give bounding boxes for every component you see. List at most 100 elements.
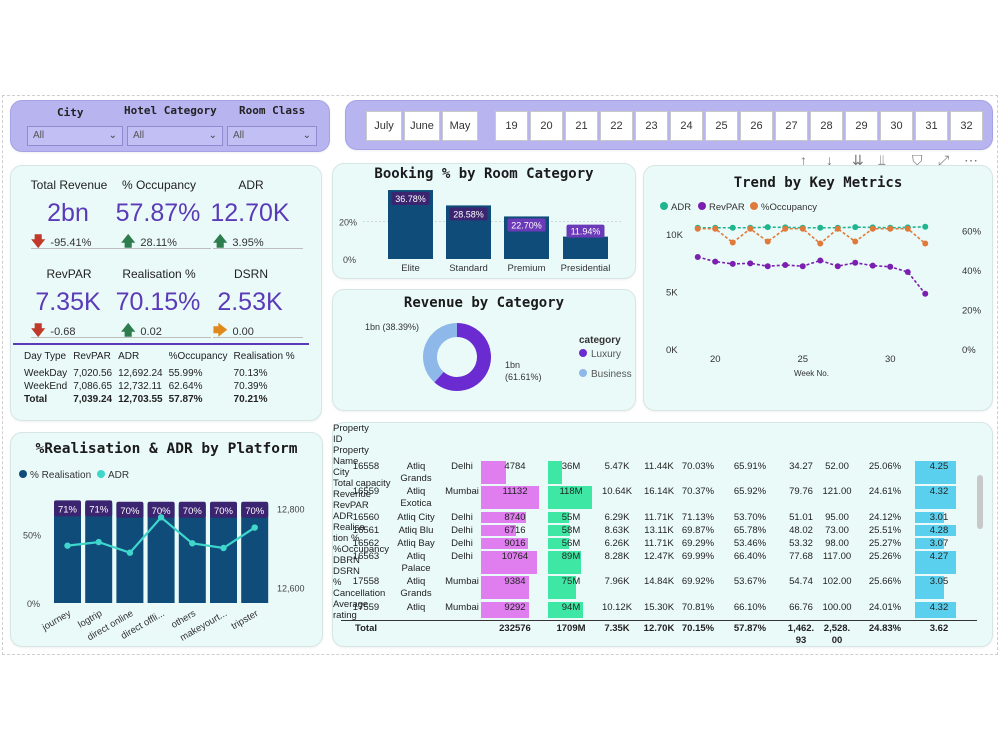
data-label: 28.58%: [453, 209, 484, 219]
week-button-19[interactable]: 19: [495, 111, 528, 141]
table-cell: 5.47K: [604, 461, 630, 472]
legend-label-luxury: Luxury: [591, 349, 621, 360]
data-point: [922, 290, 929, 297]
table-header-cell: ADR: [333, 511, 354, 522]
table-cell: 14.84K: [643, 576, 675, 587]
data-point: [729, 224, 736, 231]
y-left-tick-label: 5K: [666, 288, 678, 299]
adr-point: [251, 524, 258, 531]
week-button-29[interactable]: 29: [845, 111, 878, 141]
week-button-26[interactable]: 26: [740, 111, 773, 141]
drill-up-icon[interactable]: ↑: [800, 152, 807, 168]
y-left-tick-label: 50%: [23, 530, 41, 540]
x-tick-label: Elite: [401, 263, 419, 274]
donut-slice-luxury: [434, 323, 491, 391]
platform-chart-card: %Realisation & ADR by Platform % Realisa…: [10, 432, 323, 647]
kpi-value-occupancy: 57.87%: [115, 199, 201, 227]
data-point: [869, 262, 876, 269]
y-right-tick-label: 0%: [962, 345, 976, 356]
table-cell: 6.26K: [604, 538, 630, 549]
revenue-chart-card: Revenue by Category 1bn (38.39%) 1bn (61.6…: [332, 289, 636, 411]
week-button-28[interactable]: 28: [810, 111, 843, 141]
week-button-31[interactable]: 31: [915, 111, 948, 141]
capacity-bar: [481, 602, 529, 618]
week-button-24[interactable]: 24: [670, 111, 703, 141]
table-cell: 15.30K: [643, 602, 675, 613]
data-point: [922, 223, 929, 230]
x-tick-label: 25: [797, 354, 808, 365]
y-left-tick-label: 0K: [666, 345, 678, 356]
table-scrollbar[interactable]: [977, 475, 983, 529]
week-button-25[interactable]: 25: [705, 111, 738, 141]
week-button-27[interactable]: 27: [775, 111, 808, 141]
table-header-cell: %Occupancy: [168, 351, 228, 362]
month-button-may[interactable]: May: [442, 111, 478, 141]
city-dropdown[interactable]: All ⌄: [27, 126, 123, 146]
table-cell: 98.00: [825, 538, 849, 549]
data-label-bg: [566, 224, 605, 238]
legend-title: category: [579, 335, 621, 346]
room-class-dropdown-value: All: [233, 130, 245, 141]
arrow-up-icon: 🡅: [121, 322, 136, 338]
filter-icon[interactable]: ⛉: [912, 152, 923, 168]
hotel-category-dropdown[interactable]: All ⌄: [127, 126, 223, 146]
kpi-delta-revpar: 🡇 -0.68: [31, 320, 121, 338]
y-right-tick-label: 40%: [962, 266, 982, 277]
table-cell: 51.01: [789, 512, 813, 523]
table-cell: 11.44K: [644, 461, 674, 472]
y-right-tick-label: 12,600: [277, 583, 305, 593]
donut-label-luxury-percent: (61.61%): [505, 372, 542, 382]
property-table: Property ID Property Name City Total capacity…: [333, 423, 994, 648]
room-class-dropdown[interactable]: All ⌄: [227, 126, 317, 146]
data-point: [834, 263, 841, 270]
legend-label: % Realisation: [30, 470, 91, 481]
month-button-june[interactable]: June: [404, 111, 440, 141]
data-point: [852, 259, 859, 266]
week-button-20[interactable]: 20: [530, 111, 563, 141]
booking-chart-card: Booking % by Room Category 20% 0% 36.78% El…: [332, 163, 636, 279]
property-name-cell: Atliq Blu: [398, 525, 434, 536]
table-header-cell: City: [333, 467, 350, 478]
y-right-tick-label: 60%: [962, 227, 982, 238]
arrow-right-icon: 🡆: [213, 322, 228, 338]
table-cell: 77.68: [789, 551, 813, 562]
table-cell: 102.00: [822, 576, 852, 587]
table-cell: 4.32: [929, 602, 949, 613]
x-tick-label: Presidential: [561, 263, 611, 274]
legend-label-business: Business: [591, 369, 632, 380]
property-name-cell: Atliq City: [397, 512, 435, 523]
data-label-bg: [449, 207, 488, 221]
x-axis-label: Week No.: [794, 369, 829, 378]
chevron-down-icon: ⌄: [108, 130, 117, 141]
table-cell: 100.00: [822, 602, 852, 613]
more-options-icon[interactable]: ⋯: [964, 152, 978, 168]
data-point: [817, 224, 824, 231]
table-cell: 69.87%: [681, 525, 715, 536]
data-point: [904, 225, 911, 232]
week-button-23[interactable]: 23: [635, 111, 668, 141]
data-label-bg: [54, 500, 81, 517]
kpi-value-revpar: 7.35K: [35, 288, 101, 316]
property-name-cell: Atliq: [406, 486, 426, 497]
kpi-label-dsrn: DSRN: [233, 267, 268, 281]
table-cell: 79.76: [789, 486, 813, 497]
expand-next-level-icon[interactable]: ⇊: [852, 152, 864, 168]
adr-point: [64, 542, 71, 549]
expand-hierarchy-icon[interactable]: ⫫: [878, 152, 886, 168]
kpi-label-total-revenue: Total Revenue: [30, 178, 108, 192]
week-button-22[interactable]: 22: [600, 111, 633, 141]
month-button-july[interactable]: July: [366, 111, 402, 141]
kpi-delta-value: 28.11%: [140, 237, 177, 249]
week-button-30[interactable]: 30: [880, 111, 913, 141]
focus-mode-icon[interactable]: ⤢: [938, 152, 950, 168]
data-point: [764, 224, 771, 231]
data-point: [799, 225, 806, 232]
chevron-down-icon: ⌄: [208, 130, 217, 141]
week-button-21[interactable]: 21: [565, 111, 598, 141]
x-tick-label: 20: [710, 354, 721, 365]
capacity-bar: [481, 512, 527, 523]
drill-down-icon[interactable]: ↓: [826, 152, 833, 168]
week-button-32[interactable]: 32: [950, 111, 983, 141]
table-cell: 70.21%: [233, 394, 268, 405]
table-cell: 69.29%: [681, 538, 715, 549]
